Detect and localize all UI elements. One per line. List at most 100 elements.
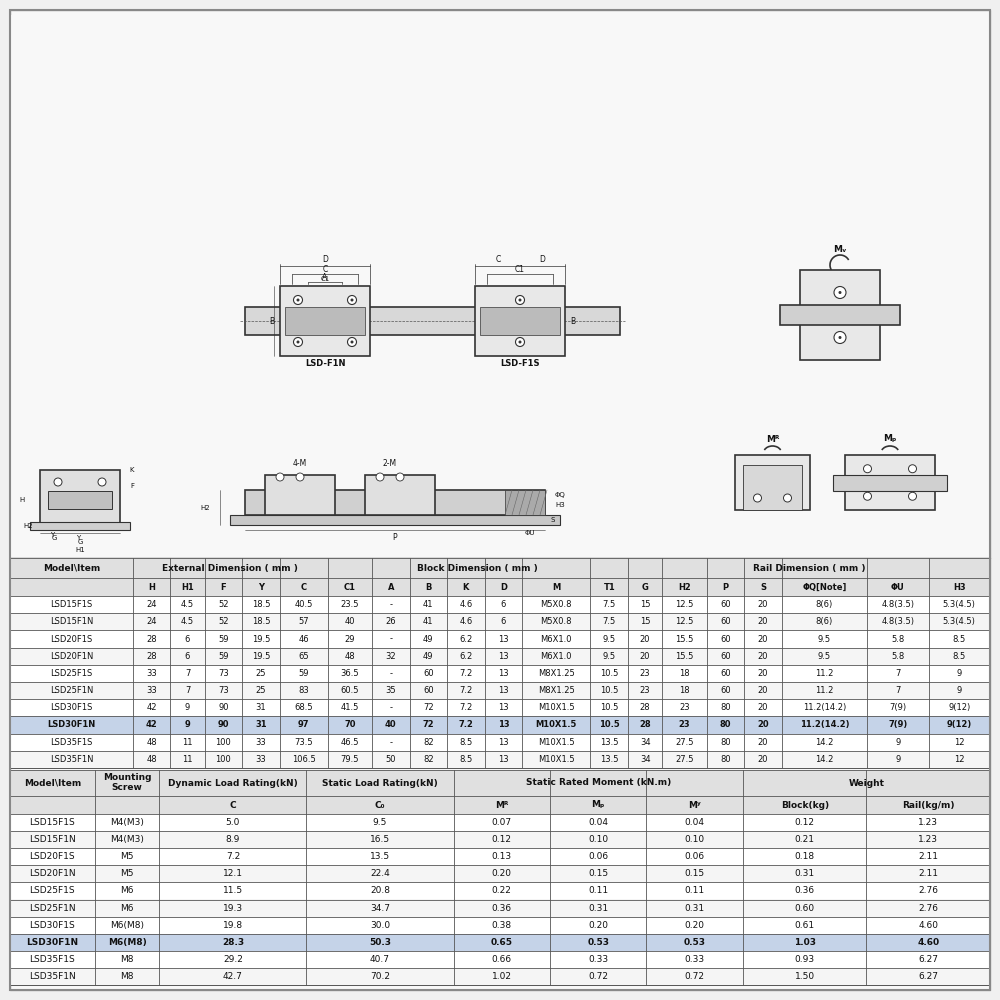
Text: 15: 15: [640, 617, 650, 626]
Bar: [10, 796, 95, 814]
Bar: [646, 796, 743, 814]
Circle shape: [518, 340, 522, 344]
Text: 11: 11: [182, 738, 193, 747]
Text: 80: 80: [720, 755, 731, 764]
Text: 6: 6: [185, 635, 190, 644]
Bar: [10, 682, 990, 699]
Text: 48: 48: [344, 652, 355, 661]
Bar: [10, 865, 990, 882]
Text: LSD25F1S: LSD25F1S: [30, 886, 75, 895]
Text: C: C: [495, 255, 501, 264]
Text: M4(M3): M4(M3): [110, 835, 144, 844]
Bar: [170, 578, 205, 596]
Text: 23: 23: [640, 669, 650, 678]
Text: -: -: [389, 600, 392, 609]
Bar: [10, 882, 990, 900]
Text: 4.5: 4.5: [181, 617, 194, 626]
Text: K: K: [130, 467, 134, 473]
Text: M: M: [552, 582, 560, 591]
Text: External Dimension ( mm ): External Dimension ( mm ): [162, 564, 298, 572]
Text: 29.2: 29.2: [223, 955, 243, 964]
Text: 0.04: 0.04: [685, 818, 705, 827]
Text: H1: H1: [75, 547, 85, 553]
Text: 33: 33: [146, 669, 157, 678]
Text: 19.5: 19.5: [252, 652, 270, 661]
Text: D: D: [322, 255, 328, 264]
Text: LSD35F1N: LSD35F1N: [50, 755, 93, 764]
Bar: [744, 578, 782, 596]
Text: 24: 24: [146, 600, 157, 609]
Text: 7.2: 7.2: [458, 720, 473, 729]
Text: 49: 49: [423, 652, 434, 661]
Text: 29: 29: [345, 635, 355, 644]
Text: 22.4: 22.4: [370, 869, 390, 878]
Text: M8: M8: [120, 972, 134, 981]
Text: 11.5: 11.5: [223, 886, 243, 895]
Text: 12.5: 12.5: [675, 617, 694, 626]
Text: 7.2: 7.2: [459, 686, 472, 695]
Text: 20: 20: [758, 755, 768, 764]
Text: Y: Y: [76, 535, 80, 541]
Bar: [628, 558, 990, 578]
Circle shape: [296, 298, 300, 302]
Text: 34: 34: [640, 738, 650, 747]
Text: 33: 33: [256, 755, 266, 764]
Text: 9(12): 9(12): [947, 720, 972, 729]
Text: B: B: [425, 582, 431, 591]
Circle shape: [516, 338, 524, 347]
Text: 0.10: 0.10: [685, 835, 705, 844]
Bar: [280, 286, 370, 356]
Text: C₀: C₀: [375, 800, 385, 810]
Text: 6: 6: [501, 600, 506, 609]
Text: LSD20F1N: LSD20F1N: [29, 869, 76, 878]
Text: M10X1.5: M10X1.5: [538, 755, 575, 764]
Text: 18: 18: [679, 669, 690, 678]
Text: H3: H3: [555, 502, 565, 508]
Text: LSD25F1N: LSD25F1N: [50, 686, 93, 695]
Text: 19.5: 19.5: [252, 635, 270, 644]
Text: M8X1.25: M8X1.25: [538, 686, 575, 695]
Text: 28: 28: [640, 703, 650, 712]
Circle shape: [348, 296, 356, 304]
Bar: [10, 613, 990, 630]
Text: Mₚ: Mₚ: [883, 434, 897, 444]
Text: 72: 72: [422, 720, 434, 729]
Text: 9: 9: [895, 755, 900, 764]
Text: 18.5: 18.5: [252, 600, 270, 609]
Text: 40: 40: [345, 617, 355, 626]
Text: B: B: [570, 316, 576, 326]
Text: 12: 12: [954, 755, 965, 764]
Text: 7.2: 7.2: [459, 669, 472, 678]
Text: 10.5: 10.5: [600, 686, 618, 695]
Text: S: S: [551, 517, 555, 523]
Text: 20: 20: [758, 669, 768, 678]
Text: C1: C1: [515, 265, 525, 274]
Text: 4.60: 4.60: [917, 938, 939, 947]
Text: 5.0: 5.0: [226, 818, 240, 827]
Text: 52: 52: [218, 600, 229, 609]
Text: M10X1.5: M10X1.5: [536, 720, 577, 729]
Text: C1: C1: [320, 276, 330, 282]
Text: 28: 28: [146, 652, 157, 661]
Text: 10.5: 10.5: [600, 703, 618, 712]
Circle shape: [838, 291, 842, 294]
Text: 6.27: 6.27: [918, 972, 938, 981]
Text: 12: 12: [954, 738, 965, 747]
Bar: [743, 465, 802, 510]
Text: LSD15F1N: LSD15F1N: [50, 617, 93, 626]
Bar: [10, 596, 990, 613]
Text: 18.5: 18.5: [252, 617, 270, 626]
Text: 60: 60: [720, 652, 731, 661]
Circle shape: [294, 296, 302, 304]
Text: 68.5: 68.5: [294, 703, 313, 712]
Bar: [707, 578, 744, 596]
Text: 13: 13: [498, 652, 509, 661]
Text: Rail(kg/m): Rail(kg/m): [902, 800, 954, 810]
Bar: [743, 796, 866, 814]
Text: ΦQ: ΦQ: [555, 492, 565, 498]
Text: 0.66: 0.66: [492, 955, 512, 964]
Text: 73.5: 73.5: [294, 738, 313, 747]
Text: 9: 9: [185, 703, 190, 712]
Text: 46: 46: [298, 635, 309, 644]
Text: 20: 20: [640, 652, 650, 661]
